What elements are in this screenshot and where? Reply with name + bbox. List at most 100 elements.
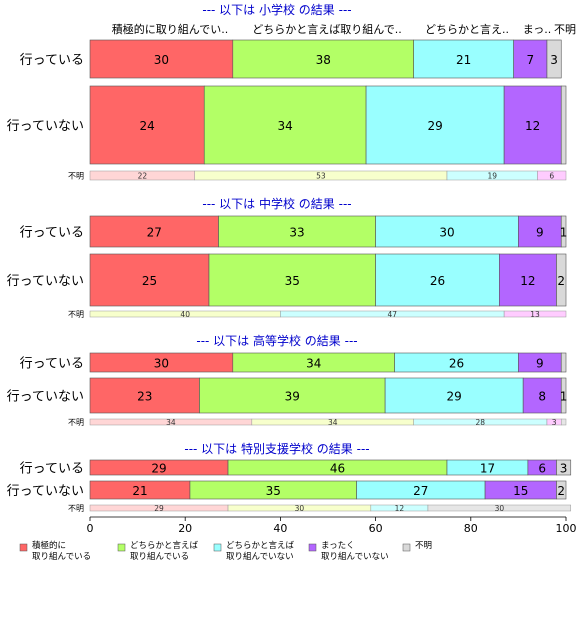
legend-label: 取り組んでいない <box>321 551 389 562</box>
section-title: --- 以下は 中学校 の結果 --- <box>202 196 351 211</box>
data-label: 3 <box>560 462 568 476</box>
data-label: 15 <box>513 484 528 498</box>
unknown-bar-segment <box>537 170 567 181</box>
bar-segment <box>556 480 567 500</box>
unknown-data-label: 40 <box>180 310 190 319</box>
legend-swatch <box>117 543 126 552</box>
bar-segment <box>560 85 567 165</box>
bar-segment <box>375 253 500 307</box>
data-label: 8 <box>538 390 546 404</box>
bar-segment <box>556 459 572 476</box>
data-label: 9 <box>536 226 544 240</box>
row-label: 行っている <box>20 53 84 68</box>
bar-segment <box>518 215 562 248</box>
row-label: 行っていない <box>7 484 84 499</box>
bar-segment <box>89 39 234 79</box>
section-title: --- 以下は 小学校 の結果 --- <box>202 2 351 17</box>
unknown-data-label: 30 <box>495 504 505 513</box>
legend-label: 取り組んでいる <box>32 551 91 562</box>
column-header: まっ.. <box>523 23 552 36</box>
bar-segment <box>499 253 557 307</box>
bar-segment <box>89 85 205 165</box>
unknown-data-label: 6 <box>549 172 554 181</box>
column-header: 積極的に取り組んでい.. <box>112 22 228 36</box>
data-label: 21 <box>456 53 471 67</box>
unknown-data-label: 53 <box>316 172 326 181</box>
x-tick-label: 100 <box>556 522 577 535</box>
unknown-bar-segment <box>427 504 572 512</box>
data-label: 29 <box>427 119 442 133</box>
data-label: 9 <box>536 357 544 371</box>
data-label: 29 <box>446 390 461 404</box>
data-label: 17 <box>480 462 495 476</box>
unknown-bar-segment <box>503 310 567 318</box>
bar-segment <box>560 215 567 248</box>
unknown-row-label: 不明 <box>68 504 84 513</box>
data-label: 24 <box>139 119 154 133</box>
x-tick-label: 40 <box>273 522 287 535</box>
legend-label: どちらかと言えば <box>130 540 199 551</box>
column-header: 不明 <box>554 23 576 36</box>
data-label: 12 <box>520 274 535 288</box>
data-label: 30 <box>439 226 454 240</box>
row-label: 行っていない <box>7 274 84 289</box>
x-tick-label: 60 <box>369 522 383 535</box>
bar-segment <box>203 85 367 165</box>
column-header: どちらかと言えば取り組んで.. <box>252 23 401 36</box>
data-label: 2 <box>557 484 565 498</box>
bar-segment <box>546 39 562 79</box>
data-label: 33 <box>289 226 304 240</box>
data-label: 3 <box>550 53 558 67</box>
row-label: 行っている <box>20 226 84 241</box>
unknown-row-label: 不明 <box>68 418 84 427</box>
legend-label: 取り組んでいる <box>130 551 189 562</box>
legend-label: どちらかと言えば <box>226 540 295 551</box>
legend-label: 取り組んでいない <box>226 551 294 562</box>
data-label: 29 <box>151 462 166 476</box>
unknown-row-label: 不明 <box>68 172 84 181</box>
section-title: --- 以下は 特別支援学校 の結果 --- <box>184 441 369 456</box>
data-label: 2 <box>557 274 565 288</box>
bar-segment <box>199 377 386 414</box>
bar-segment <box>413 39 514 79</box>
unknown-bar-segment <box>560 418 567 426</box>
row-label: 行っている <box>20 462 84 477</box>
unknown-data-label: 13 <box>530 310 540 319</box>
column-header: どちらかと言え.. <box>425 23 509 36</box>
data-label: 38 <box>316 53 331 67</box>
bar-segment <box>560 352 567 373</box>
legend-swatch <box>19 543 28 552</box>
bar-segment <box>232 39 414 79</box>
legend-label: まったく <box>321 541 355 551</box>
row-label: 行っている <box>20 357 84 372</box>
data-label: 27 <box>147 226 162 240</box>
bar-segment <box>384 377 524 414</box>
data-label: 7 <box>526 53 534 67</box>
unknown-data-label: 3 <box>552 418 557 427</box>
unknown-data-label: 19 <box>487 172 497 181</box>
data-label: 30 <box>154 53 169 67</box>
data-label: 12 <box>525 119 540 133</box>
data-label: 46 <box>330 462 345 476</box>
data-label: 35 <box>266 484 281 498</box>
bar-segment <box>556 253 567 307</box>
bar-segment <box>89 377 200 414</box>
data-label: 1 <box>560 226 568 240</box>
unknown-data-label: 30 <box>295 504 305 513</box>
unknown-data-label: 34 <box>166 418 176 427</box>
unknown-data-label: 29 <box>154 504 164 513</box>
bar-segment <box>503 85 562 165</box>
legend-label: 積極的に <box>32 540 66 551</box>
legend-swatch <box>308 543 317 552</box>
data-label: 21 <box>132 484 147 498</box>
row-label: 行っていない <box>7 119 84 134</box>
bar-segment <box>522 377 562 414</box>
row-label: 行っていない <box>7 390 84 405</box>
bar-segment <box>560 377 567 414</box>
data-label: 23 <box>137 390 152 404</box>
data-label: 35 <box>285 274 300 288</box>
unknown-data-label: 22 <box>138 172 148 181</box>
unknown-row-label: 不明 <box>68 310 84 319</box>
bar-segment <box>218 215 376 248</box>
